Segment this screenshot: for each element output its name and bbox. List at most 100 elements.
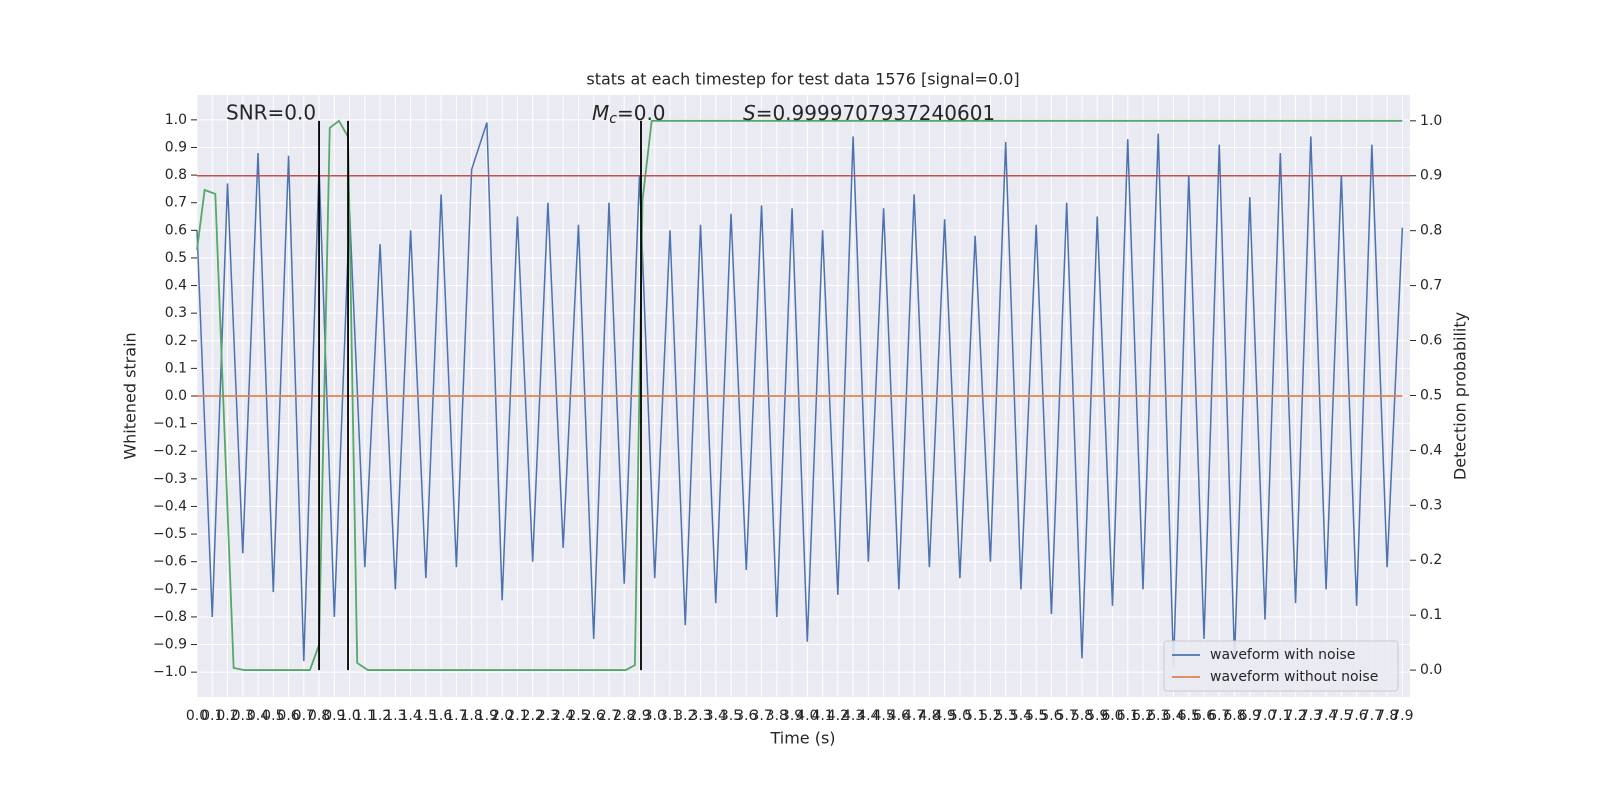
y2-tick-label: 0.2 bbox=[1420, 552, 1442, 568]
x-tick-label: 5.3 bbox=[995, 708, 1017, 724]
x-tick-label: 2.5 bbox=[567, 708, 589, 724]
x-tick-label: 3.7 bbox=[750, 708, 772, 724]
y-tick-label: 0.1 bbox=[165, 360, 187, 376]
x-tick-label: 4.9 bbox=[934, 708, 956, 724]
x-tick-label: 6.4 bbox=[1162, 708, 1184, 724]
x-tick-label: 4.3 bbox=[842, 708, 864, 724]
x-tick-label: 5.6 bbox=[1040, 708, 1062, 724]
x-tick-label: 5.5 bbox=[1025, 708, 1047, 724]
y-tick-label: 0.4 bbox=[165, 278, 187, 294]
y-tick-label: −0.4 bbox=[153, 498, 187, 514]
x-tick-label: 5.1 bbox=[964, 708, 986, 724]
x-tick-label: 1.1 bbox=[354, 708, 376, 724]
annotation-math: M bbox=[592, 101, 609, 125]
x-tick-label: 6.2 bbox=[1132, 708, 1154, 724]
annotation-sub: c bbox=[609, 111, 617, 127]
x-tick-label: 2.8 bbox=[613, 708, 635, 724]
x-tick-label: 5.7 bbox=[1056, 708, 1078, 724]
x-tick-label: 2.0 bbox=[491, 708, 513, 724]
x-tick-label: 7.9 bbox=[1391, 708, 1413, 724]
x-tick-label: 0.4 bbox=[247, 708, 269, 724]
y2-tick-label: 0.1 bbox=[1420, 607, 1442, 623]
annotation-text: =0.0 bbox=[617, 101, 666, 125]
x-tick-label: 3.9 bbox=[781, 708, 803, 724]
x-tick-label: 3.4 bbox=[705, 708, 727, 724]
x-tick-label: 0.2 bbox=[216, 708, 238, 724]
x-tick-label: 1.8 bbox=[461, 708, 483, 724]
y-tick-label: −0.1 bbox=[153, 416, 187, 432]
x-tick-label: 7.5 bbox=[1330, 708, 1352, 724]
x-tick-label: 7.1 bbox=[1269, 708, 1291, 724]
x-tick-label: 4.8 bbox=[918, 708, 940, 724]
x-tick-label: 1.4 bbox=[399, 708, 421, 724]
y-axis-label: Whitened strain bbox=[121, 332, 140, 459]
y2-tick-label: 0.8 bbox=[1420, 223, 1442, 239]
y-tick-label: 0.3 bbox=[165, 305, 187, 321]
y2-axis-label: Detection probability bbox=[1451, 312, 1470, 480]
x-tick-label: 5.4 bbox=[1010, 708, 1032, 724]
y2-tick-label: 0.5 bbox=[1420, 387, 1442, 403]
x-tick-label: 0.5 bbox=[262, 708, 284, 724]
y-tick-label: 0.2 bbox=[165, 333, 187, 349]
x-tick-label: 1.9 bbox=[476, 708, 498, 724]
x-tick-label: 4.5 bbox=[872, 708, 894, 724]
y-tick-label: −0.9 bbox=[153, 637, 187, 653]
x-tick-label: 3.1 bbox=[659, 708, 681, 724]
x-tick-label: 1.6 bbox=[430, 708, 452, 724]
x-tick-label: 0.3 bbox=[232, 708, 254, 724]
x-tick-label: 6.9 bbox=[1239, 708, 1261, 724]
y2-tick-label: 0.0 bbox=[1420, 662, 1442, 678]
x-tick-label: 3.3 bbox=[689, 708, 711, 724]
x-tick-label: 4.1 bbox=[811, 708, 833, 724]
x-tick-label: 5.8 bbox=[1071, 708, 1093, 724]
y-tick-label: 0.0 bbox=[165, 388, 187, 404]
x-tick-label: 7.3 bbox=[1300, 708, 1322, 724]
y2-tick-label: 1.0 bbox=[1420, 113, 1442, 129]
x-tick-label: 7.4 bbox=[1315, 708, 1337, 724]
x-tick-label: 7.7 bbox=[1361, 708, 1383, 724]
y-tick-label: 0.6 bbox=[165, 222, 187, 238]
x-tick-label: 4.7 bbox=[903, 708, 925, 724]
y-tick-label: 0.8 bbox=[165, 167, 187, 183]
x-tick-label: 1.7 bbox=[445, 708, 467, 724]
x-tick-label: 5.9 bbox=[1086, 708, 1108, 724]
x-tick-label: 4.6 bbox=[888, 708, 910, 724]
x-tick-label: 1.5 bbox=[415, 708, 437, 724]
y-tick-label: −0.5 bbox=[153, 526, 187, 542]
x-tick-label: 5.0 bbox=[949, 708, 971, 724]
y-tick-label: −0.3 bbox=[153, 471, 187, 487]
y-tick-label: 0.5 bbox=[165, 250, 187, 266]
y-tick-label: −1.0 bbox=[153, 664, 187, 680]
y2-tick-label: 0.4 bbox=[1420, 442, 1442, 458]
legend-label: waveform with noise bbox=[1210, 647, 1355, 663]
x-tick-label: 0.1 bbox=[201, 708, 223, 724]
x-tick-label: 3.6 bbox=[735, 708, 757, 724]
x-tick-label: 6.0 bbox=[1101, 708, 1123, 724]
x-tick-label: 6.8 bbox=[1223, 708, 1245, 724]
y-tick-label: −0.7 bbox=[153, 581, 187, 597]
series-line bbox=[196, 122, 1404, 667]
y-tick-label: −0.8 bbox=[153, 609, 187, 625]
x-tick-label: 7.8 bbox=[1376, 708, 1398, 724]
annotation: SNR=0.0 bbox=[226, 101, 316, 125]
annotation-math: S bbox=[743, 101, 756, 125]
series-line bbox=[196, 119, 1403, 671]
x-tick-label: 4.4 bbox=[857, 708, 879, 724]
x-tick-label: 6.1 bbox=[1117, 708, 1139, 724]
x-tick-label: 1.0 bbox=[338, 708, 360, 724]
x-tick-label: 0.8 bbox=[308, 708, 330, 724]
x-axis-label: Time (s) bbox=[769, 729, 835, 748]
x-tick-label: 4.2 bbox=[827, 708, 849, 724]
y-tick-label: 0.9 bbox=[165, 139, 187, 155]
y2-tick-label: 0.3 bbox=[1420, 497, 1442, 513]
x-tick-label: 7.6 bbox=[1345, 708, 1367, 724]
legend-box bbox=[1163, 640, 1399, 692]
x-tick-label: 2.3 bbox=[537, 708, 559, 724]
x-tick-label: 6.3 bbox=[1147, 708, 1169, 724]
y-tick-label: −0.2 bbox=[153, 443, 187, 459]
x-tick-label: 6.7 bbox=[1208, 708, 1230, 724]
x-tick-label: 0.0 bbox=[186, 708, 208, 724]
annotation-text: =0.9999707937240601 bbox=[756, 101, 995, 125]
x-tick-label: 4.0 bbox=[796, 708, 818, 724]
